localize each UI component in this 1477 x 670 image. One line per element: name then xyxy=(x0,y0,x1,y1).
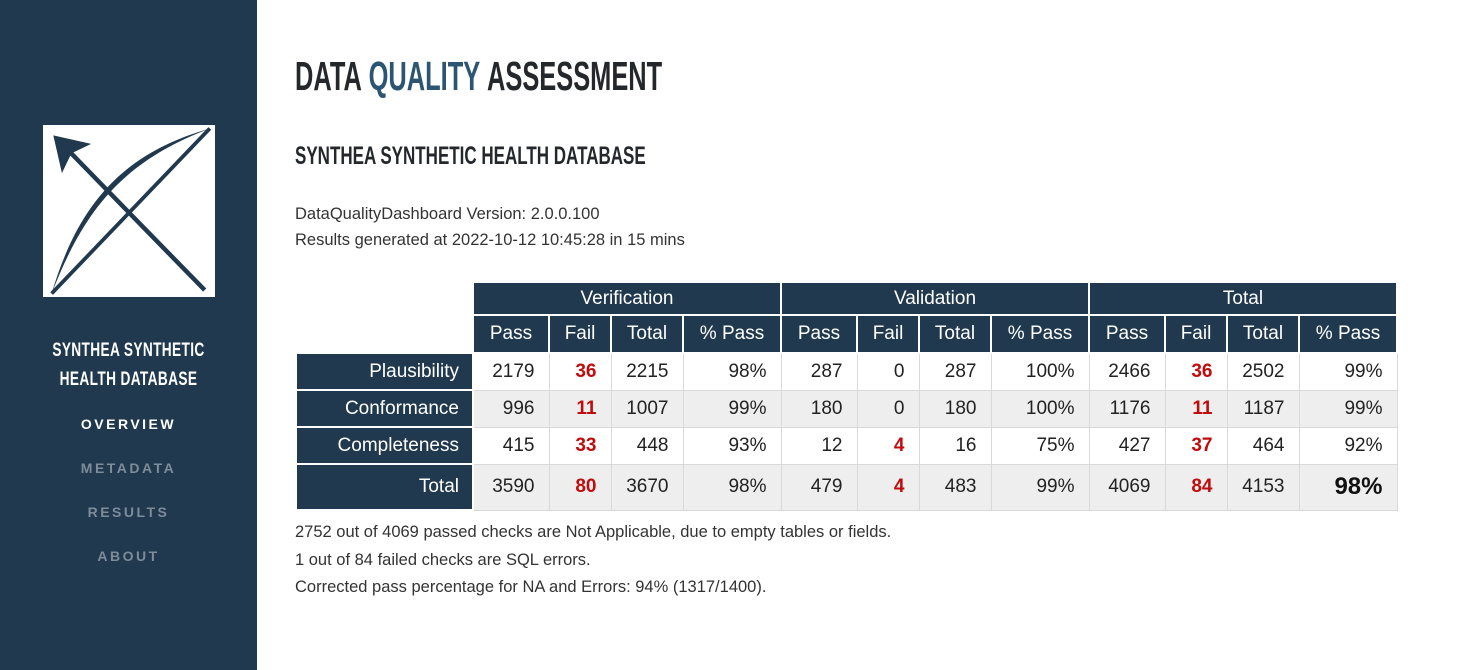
cell-verification-total: 2215 xyxy=(610,352,684,391)
cell-validation-fail: 0 xyxy=(856,389,920,428)
page-title: DATA QUALITY ASSESSMENT xyxy=(295,53,1477,99)
cell-validation-pass: 180 xyxy=(780,389,858,428)
col-header-total: Total xyxy=(918,314,992,355)
col-header-total: Total xyxy=(1226,314,1300,355)
col-header-pass: Pass xyxy=(472,314,550,355)
cell-total-pass: 4069 xyxy=(1088,463,1166,511)
cell-total-pct: 92% xyxy=(1298,426,1398,465)
cell-validation-fail: 4 xyxy=(856,463,920,511)
cell-validation-fail: 0 xyxy=(856,352,920,391)
row-grand-total: Total 3590 80 3670 98% 479 4 483 99% 406… xyxy=(295,463,1398,512)
sidebar-item-about[interactable]: ABOUT xyxy=(97,548,160,564)
sidebar-database-title: SYNTHEA SYNTHETIC HEALTH DATABASE xyxy=(52,340,205,390)
cell-validation-pct: 100% xyxy=(990,389,1090,428)
cell-validation-total: 483 xyxy=(918,463,992,511)
cell-validation-pct: 75% xyxy=(990,426,1090,465)
group-header-verification: Verification xyxy=(472,281,782,317)
cell-verification-pct: 98% xyxy=(682,352,782,391)
cell-validation-pct: 99% xyxy=(990,463,1090,511)
cell-total-pass: 1176 xyxy=(1088,389,1166,428)
app-logo xyxy=(42,125,216,297)
note-not-applicable: 2752 out of 4069 passed checks are Not A… xyxy=(295,523,892,542)
sidebar-nav: OVERVIEW METADATA RESULTS ABOUT xyxy=(81,416,176,592)
cell-validation-total: 287 xyxy=(918,352,992,391)
cell-verification-fail: 33 xyxy=(548,426,612,465)
cell-verification-pass: 996 xyxy=(472,389,550,428)
sidebar-item-results[interactable]: RESULTS xyxy=(87,504,170,520)
cell-total-total: 2502 xyxy=(1226,352,1300,391)
page-title-part1: DATA xyxy=(295,53,362,99)
row-label: Completeness xyxy=(295,426,474,466)
col-header-pass: Pass xyxy=(1088,314,1166,355)
col-header-fail: Fail xyxy=(1164,314,1228,355)
cell-total-pass: 2466 xyxy=(1088,352,1166,391)
cell-validation-total: 16 xyxy=(918,426,992,465)
cell-total-fail: 37 xyxy=(1164,426,1228,465)
cell-verification-pct: 99% xyxy=(682,389,782,428)
cell-verification-pass: 415 xyxy=(472,426,550,465)
col-header-pct-pass: % Pass xyxy=(1298,314,1398,355)
cell-total-total: 464 xyxy=(1226,426,1300,465)
cell-verification-pct: 98% xyxy=(682,463,782,511)
cell-total-fail: 11 xyxy=(1164,389,1228,428)
cell-total-pct: 99% xyxy=(1298,389,1398,428)
cell-verification-fail: 80 xyxy=(548,463,612,511)
cell-total-total: 4153 xyxy=(1226,463,1300,511)
bow-arrow-logo-icon xyxy=(42,125,215,297)
row-label: Total xyxy=(295,463,474,512)
col-header-pass: Pass xyxy=(780,314,858,355)
cell-validation-pass: 287 xyxy=(780,352,858,391)
cell-total-total: 1187 xyxy=(1226,389,1300,428)
cell-validation-total: 180 xyxy=(918,389,992,428)
group-header-total: Total xyxy=(1088,281,1398,317)
cell-verification-fail: 36 xyxy=(548,352,612,391)
cell-validation-pass: 479 xyxy=(780,463,858,511)
corner-cell xyxy=(296,282,473,315)
cell-total-fail: 36 xyxy=(1164,352,1228,391)
main-content: DATA QUALITY ASSESSMENT SYNTHEA SYNTHETI… xyxy=(257,0,1477,670)
table-header: Verification Validation Total Pass Fail … xyxy=(296,281,1398,355)
cell-total-pct: 99% xyxy=(1298,352,1398,391)
meta-info: DataQualityDashboard Version: 2.0.0.100 … xyxy=(295,201,1477,253)
cell-verification-total: 1007 xyxy=(610,389,684,428)
corner-cell xyxy=(296,315,473,353)
cell-validation-fail: 4 xyxy=(856,426,920,465)
group-header-validation: Validation xyxy=(780,281,1090,317)
sidebar: SYNTHEA SYNTHETIC HEALTH DATABASE OVERVI… xyxy=(0,0,257,670)
results-summary-table: Verification Validation Total Pass Fail … xyxy=(295,281,1398,512)
cell-verification-pct: 93% xyxy=(682,426,782,465)
cell-validation-pass: 12 xyxy=(780,426,858,465)
table-body: Plausibility 2179 36 2215 98% 287 0 287 … xyxy=(295,352,1398,512)
cell-verification-pass: 2179 xyxy=(472,352,550,391)
page-title-part2: ASSESSMENT xyxy=(487,53,663,99)
col-header-pct-pass: % Pass xyxy=(990,314,1090,355)
cell-grand-total-pct: 98% xyxy=(1298,463,1398,511)
database-subtitle: SYNTHEA SYNTHETIC HEALTH DATABASE xyxy=(295,142,646,171)
row-conformance: Conformance 996 11 1007 99% 180 0 180 10… xyxy=(295,389,1398,429)
row-completeness: Completeness 415 33 448 93% 12 4 16 75% … xyxy=(295,426,1398,466)
page-title-accent: QUALITY xyxy=(368,53,481,99)
col-header-pct-pass: % Pass xyxy=(682,314,782,355)
note-corrected-pct: Corrected pass percentage for NA and Err… xyxy=(295,578,767,597)
cell-verification-total: 448 xyxy=(610,426,684,465)
row-plausibility: Plausibility 2179 36 2215 98% 287 0 287 … xyxy=(295,352,1398,392)
sidebar-item-overview[interactable]: OVERVIEW xyxy=(80,416,177,432)
cell-verification-total: 3670 xyxy=(610,463,684,511)
row-label: Conformance xyxy=(295,389,474,429)
row-label: Plausibility xyxy=(295,352,474,392)
generated-line: Results generated at 2022-10-12 10:45:28… xyxy=(295,231,685,250)
cell-verification-fail: 11 xyxy=(548,389,612,428)
cell-verification-pass: 3590 xyxy=(472,463,550,511)
cell-total-fail: 84 xyxy=(1164,463,1228,511)
col-header-total: Total xyxy=(610,314,684,355)
cell-validation-pct: 100% xyxy=(990,352,1090,391)
col-header-fail: Fail xyxy=(548,314,612,355)
footnotes: 2752 out of 4069 passed checks are Not A… xyxy=(295,519,1477,602)
cell-total-pass: 427 xyxy=(1088,426,1166,465)
version-line: DataQualityDashboard Version: 2.0.0.100 xyxy=(295,205,600,224)
sidebar-item-metadata[interactable]: METADATA xyxy=(80,460,177,476)
note-sql-errors: 1 out of 84 failed checks are SQL errors… xyxy=(295,550,591,569)
col-header-fail: Fail xyxy=(856,314,920,355)
